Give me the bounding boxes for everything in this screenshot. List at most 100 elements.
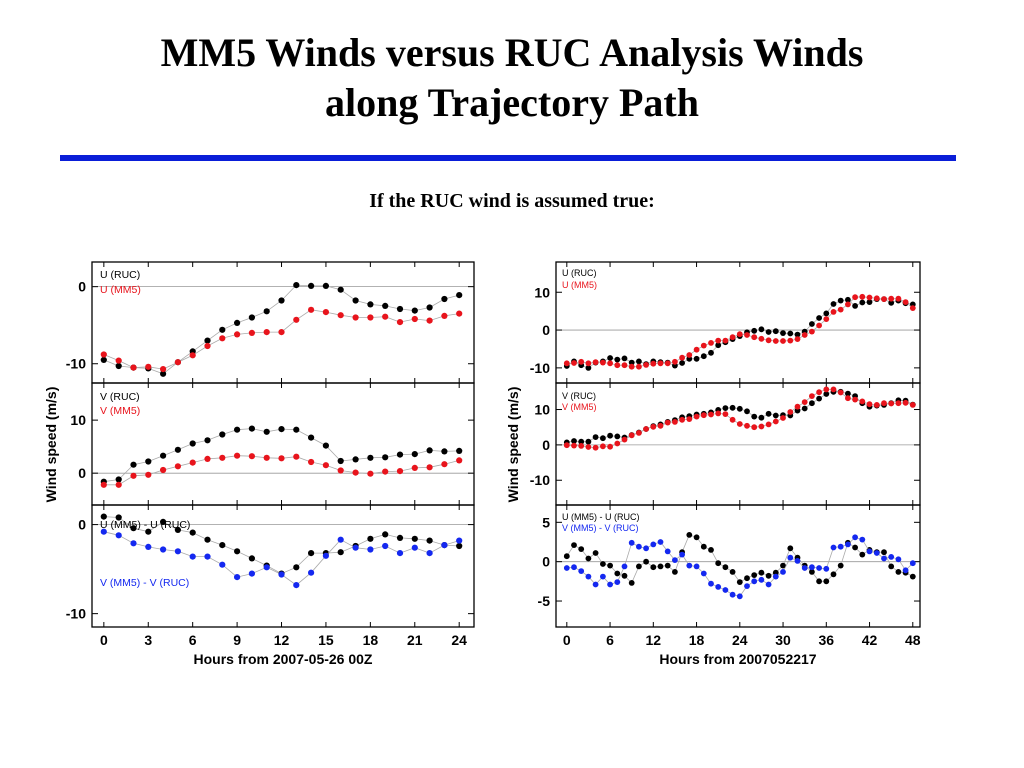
data-point bbox=[686, 416, 693, 422]
data-point bbox=[859, 293, 866, 300]
data-point bbox=[411, 544, 418, 551]
series-u-mm5 bbox=[563, 293, 916, 370]
y-tick-label: 0 bbox=[78, 517, 86, 533]
data-point bbox=[744, 575, 750, 582]
data-point bbox=[830, 309, 837, 315]
data-point bbox=[130, 461, 137, 468]
data-point bbox=[708, 547, 714, 553]
data-point bbox=[909, 402, 916, 408]
data-point bbox=[174, 359, 181, 366]
y-tick-label: -5 bbox=[538, 593, 551, 609]
data-point bbox=[456, 542, 463, 550]
data-point bbox=[772, 338, 779, 344]
data-point bbox=[571, 360, 577, 366]
y-tick-label: 0 bbox=[542, 554, 550, 570]
data-point bbox=[859, 551, 866, 558]
data-point bbox=[736, 331, 743, 338]
series-v-ruc bbox=[563, 388, 916, 446]
data-point bbox=[308, 550, 315, 557]
data-point bbox=[700, 543, 707, 550]
data-point bbox=[809, 393, 815, 399]
data-point bbox=[794, 336, 801, 342]
data-point bbox=[873, 402, 880, 408]
data-point bbox=[636, 430, 642, 436]
data-point bbox=[693, 346, 700, 353]
data-point bbox=[456, 447, 463, 454]
data-point bbox=[664, 548, 671, 555]
data-point bbox=[845, 296, 851, 303]
data-point bbox=[628, 539, 635, 546]
data-point bbox=[592, 581, 599, 588]
data-point bbox=[823, 310, 830, 317]
data-point bbox=[367, 546, 374, 553]
chart-1-panel-1: 0 -10 U (RUC) U (MM5) bbox=[66, 261, 475, 384]
data-point bbox=[563, 553, 570, 560]
data-point bbox=[809, 569, 815, 575]
series-v-ruc bbox=[100, 425, 463, 485]
data-point bbox=[895, 556, 902, 563]
data-point bbox=[643, 362, 649, 368]
data-point bbox=[823, 565, 830, 572]
x-tick-label: 0 bbox=[563, 632, 571, 648]
data-point bbox=[859, 536, 866, 543]
data-point bbox=[736, 593, 743, 600]
data-point bbox=[248, 329, 255, 336]
data-point bbox=[234, 548, 241, 555]
data-point bbox=[729, 569, 736, 575]
data-point bbox=[643, 558, 649, 565]
x-tick-label: 36 bbox=[819, 632, 835, 648]
data-point bbox=[881, 549, 887, 556]
series-line bbox=[103, 309, 460, 370]
data-point bbox=[352, 544, 359, 551]
x-tick-label: 30 bbox=[775, 632, 791, 648]
chart-2-panel-2: 10 0 -10 V (RUC)V (MM5) bbox=[530, 382, 921, 506]
data-point bbox=[715, 584, 722, 590]
data-point bbox=[382, 454, 389, 461]
data-point bbox=[367, 314, 374, 321]
legend-entry: U (MM5) bbox=[100, 284, 141, 296]
data-point bbox=[600, 573, 606, 580]
data-point bbox=[859, 299, 866, 306]
data-point bbox=[456, 310, 463, 317]
data-point bbox=[367, 454, 374, 461]
data-point bbox=[715, 560, 722, 567]
data-point bbox=[130, 525, 137, 532]
data-point bbox=[830, 301, 837, 307]
data-point bbox=[715, 337, 722, 344]
data-point bbox=[204, 342, 211, 350]
data-point bbox=[607, 562, 613, 569]
data-point bbox=[614, 570, 621, 577]
data-point bbox=[160, 452, 167, 459]
data-point bbox=[248, 570, 255, 577]
x-tick-label: 3 bbox=[144, 632, 152, 648]
data-point bbox=[607, 432, 613, 439]
panel-frame bbox=[555, 504, 921, 628]
data-point bbox=[571, 542, 577, 548]
data-point bbox=[145, 543, 152, 551]
data-point bbox=[145, 458, 152, 465]
data-point bbox=[174, 526, 181, 534]
data-point bbox=[600, 561, 606, 567]
data-point bbox=[664, 419, 671, 426]
data-point bbox=[787, 330, 794, 337]
data-point bbox=[219, 335, 226, 342]
data-point bbox=[145, 363, 152, 370]
data-point bbox=[772, 573, 779, 580]
data-point bbox=[337, 549, 344, 556]
data-point bbox=[909, 305, 916, 311]
data-point bbox=[837, 389, 844, 396]
data-point bbox=[672, 569, 678, 575]
data-point bbox=[751, 424, 758, 431]
data-point bbox=[787, 554, 794, 561]
data-point bbox=[816, 565, 822, 571]
data-point bbox=[115, 481, 122, 488]
data-point bbox=[234, 319, 241, 326]
data-point bbox=[411, 535, 418, 542]
data-point bbox=[715, 410, 722, 417]
data-point bbox=[293, 282, 300, 289]
legend-entry: V (RUC) bbox=[562, 391, 596, 401]
data-point bbox=[293, 582, 300, 589]
data-point bbox=[801, 405, 808, 412]
data-point bbox=[600, 435, 606, 442]
data-point bbox=[115, 476, 122, 483]
